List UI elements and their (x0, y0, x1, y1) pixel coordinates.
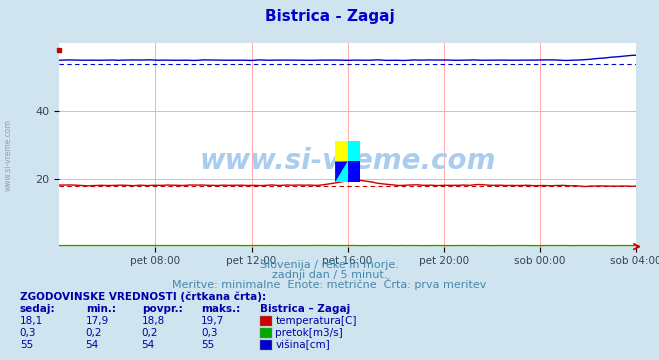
Text: min.:: min.: (86, 303, 116, 314)
Polygon shape (335, 162, 348, 182)
Text: maks.:: maks.: (201, 303, 241, 314)
Text: 18,1: 18,1 (20, 316, 43, 326)
Text: 18,8: 18,8 (142, 316, 165, 326)
Text: 54: 54 (142, 340, 155, 350)
Text: 0,2: 0,2 (86, 328, 102, 338)
Text: 0,3: 0,3 (201, 328, 217, 338)
Text: Bistrica – Zagaj: Bistrica – Zagaj (260, 303, 351, 314)
Text: pretok[m3/s]: pretok[m3/s] (275, 328, 343, 338)
Text: 19,7: 19,7 (201, 316, 224, 326)
Bar (348, 162, 360, 182)
Text: višina[cm]: višina[cm] (275, 340, 330, 350)
Text: ZGODOVINSKE VREDNOSTI (črtkana črta):: ZGODOVINSKE VREDNOSTI (črtkana črta): (20, 292, 266, 302)
Text: Bistrica - Zagaj: Bistrica - Zagaj (265, 9, 394, 24)
Text: zadnji dan / 5 minut.: zadnji dan / 5 minut. (272, 270, 387, 280)
Text: sedaj:: sedaj: (20, 303, 55, 314)
Text: 17,9: 17,9 (86, 316, 109, 326)
Bar (335, 141, 348, 162)
Text: temperatura[C]: temperatura[C] (275, 316, 357, 326)
Text: 55: 55 (201, 340, 214, 350)
Polygon shape (335, 162, 348, 182)
Text: 0,2: 0,2 (142, 328, 158, 338)
Text: www.si-vreme.com: www.si-vreme.com (3, 119, 13, 191)
Text: 54: 54 (86, 340, 99, 350)
Text: Slovenija / reke in morje.: Slovenija / reke in morje. (260, 260, 399, 270)
Text: Meritve: minimalne  Enote: metrične  Črta: prva meritev: Meritve: minimalne Enote: metrične Črta:… (172, 278, 487, 291)
Text: www.si-vreme.com: www.si-vreme.com (200, 147, 496, 175)
Bar (348, 141, 360, 162)
Text: povpr.:: povpr.: (142, 303, 183, 314)
Text: 0,3: 0,3 (20, 328, 36, 338)
Text: 55: 55 (20, 340, 33, 350)
